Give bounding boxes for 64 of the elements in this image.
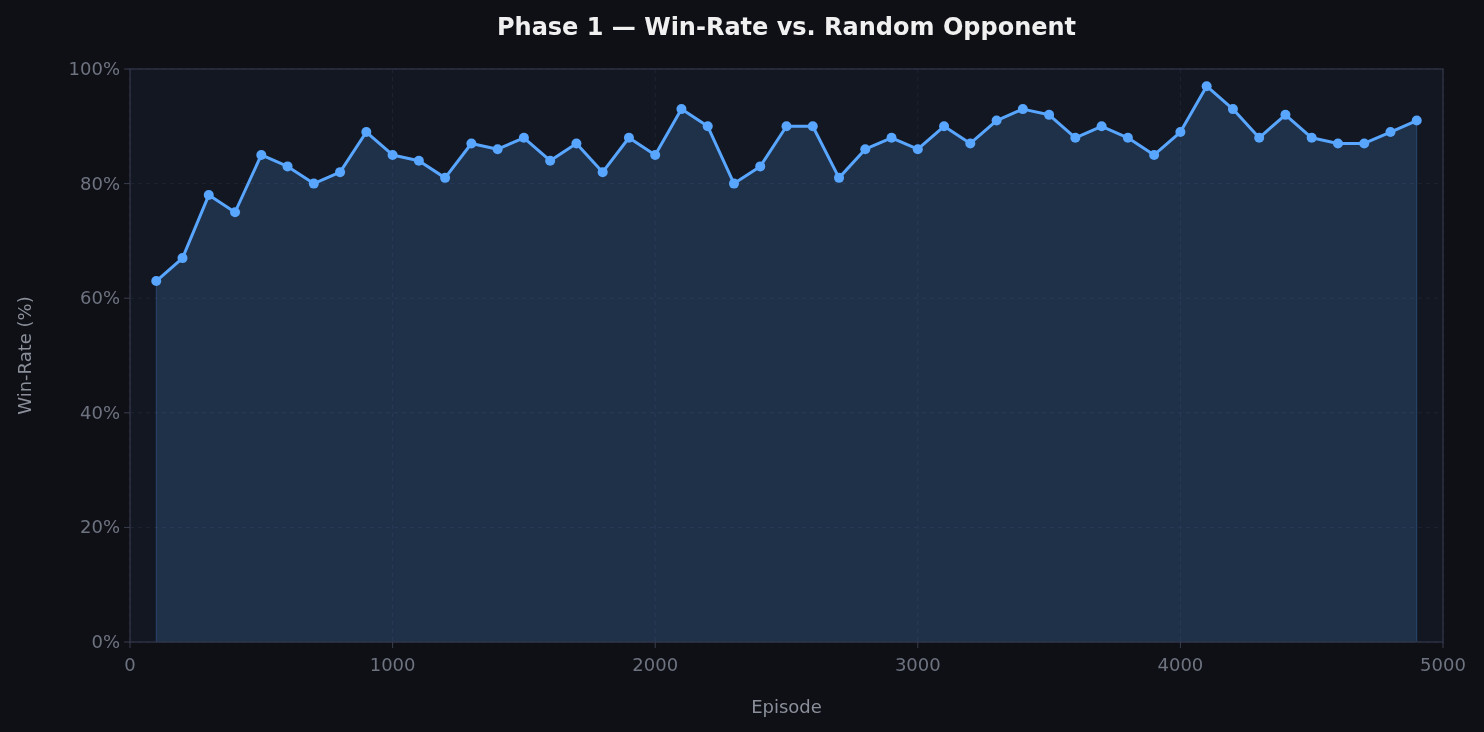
x-tick-label: 2000 bbox=[632, 654, 679, 675]
x-axis-title: Episode bbox=[751, 696, 822, 717]
point bbox=[1122, 132, 1133, 143]
point bbox=[834, 172, 845, 183]
point bbox=[1306, 132, 1317, 143]
point bbox=[1359, 138, 1370, 149]
point bbox=[361, 127, 372, 138]
chart-title: Phase 1 — Win-Rate vs. Random Opponent bbox=[496, 13, 1077, 41]
point bbox=[912, 144, 923, 155]
point bbox=[1070, 132, 1081, 143]
point bbox=[807, 121, 818, 132]
point bbox=[1280, 109, 1291, 120]
point bbox=[1096, 121, 1107, 132]
y-tick-label: 60% bbox=[79, 287, 120, 309]
y-tick-label: 0% bbox=[91, 631, 120, 652]
point bbox=[282, 161, 293, 172]
point bbox=[755, 161, 766, 172]
point bbox=[1411, 115, 1422, 126]
point bbox=[1175, 127, 1186, 138]
point bbox=[650, 149, 661, 160]
point bbox=[545, 155, 556, 166]
point bbox=[440, 172, 451, 183]
point bbox=[230, 207, 241, 218]
x-tick-label: 1000 bbox=[369, 654, 416, 675]
point bbox=[781, 121, 792, 132]
point bbox=[177, 253, 188, 264]
point bbox=[492, 144, 503, 155]
point bbox=[256, 149, 267, 160]
point bbox=[886, 132, 897, 143]
x-tick-label: 3000 bbox=[894, 654, 941, 675]
point bbox=[1385, 127, 1396, 138]
point bbox=[1227, 104, 1238, 115]
point bbox=[623, 132, 634, 143]
point bbox=[1201, 81, 1212, 92]
point bbox=[702, 121, 713, 132]
point bbox=[597, 167, 608, 178]
point bbox=[413, 155, 424, 166]
point bbox=[571, 138, 582, 149]
y-tick-label: 80% bbox=[79, 172, 120, 194]
y-tick-label: 40% bbox=[79, 401, 120, 423]
point bbox=[1017, 104, 1028, 115]
y-axis-title: Win-Rate (%) bbox=[14, 296, 35, 415]
x-tick-label: 0 bbox=[124, 654, 136, 675]
point bbox=[939, 121, 950, 132]
y-tick-label: 100% bbox=[68, 58, 120, 79]
x-tick-label: 4000 bbox=[1157, 654, 1204, 675]
point bbox=[991, 115, 1002, 126]
point bbox=[466, 138, 477, 149]
point bbox=[203, 190, 214, 201]
point bbox=[335, 167, 346, 178]
point bbox=[1044, 109, 1055, 120]
point bbox=[1149, 149, 1160, 160]
point bbox=[518, 132, 529, 143]
point bbox=[1332, 138, 1343, 149]
x-tick-label: 5000 bbox=[1420, 654, 1466, 675]
point bbox=[728, 178, 739, 189]
point bbox=[151, 276, 162, 287]
point bbox=[676, 104, 687, 115]
point bbox=[860, 144, 871, 155]
point bbox=[1254, 132, 1265, 143]
point bbox=[965, 138, 976, 149]
y-tick-label: 20% bbox=[79, 516, 120, 538]
point bbox=[387, 149, 398, 160]
point bbox=[308, 178, 319, 189]
